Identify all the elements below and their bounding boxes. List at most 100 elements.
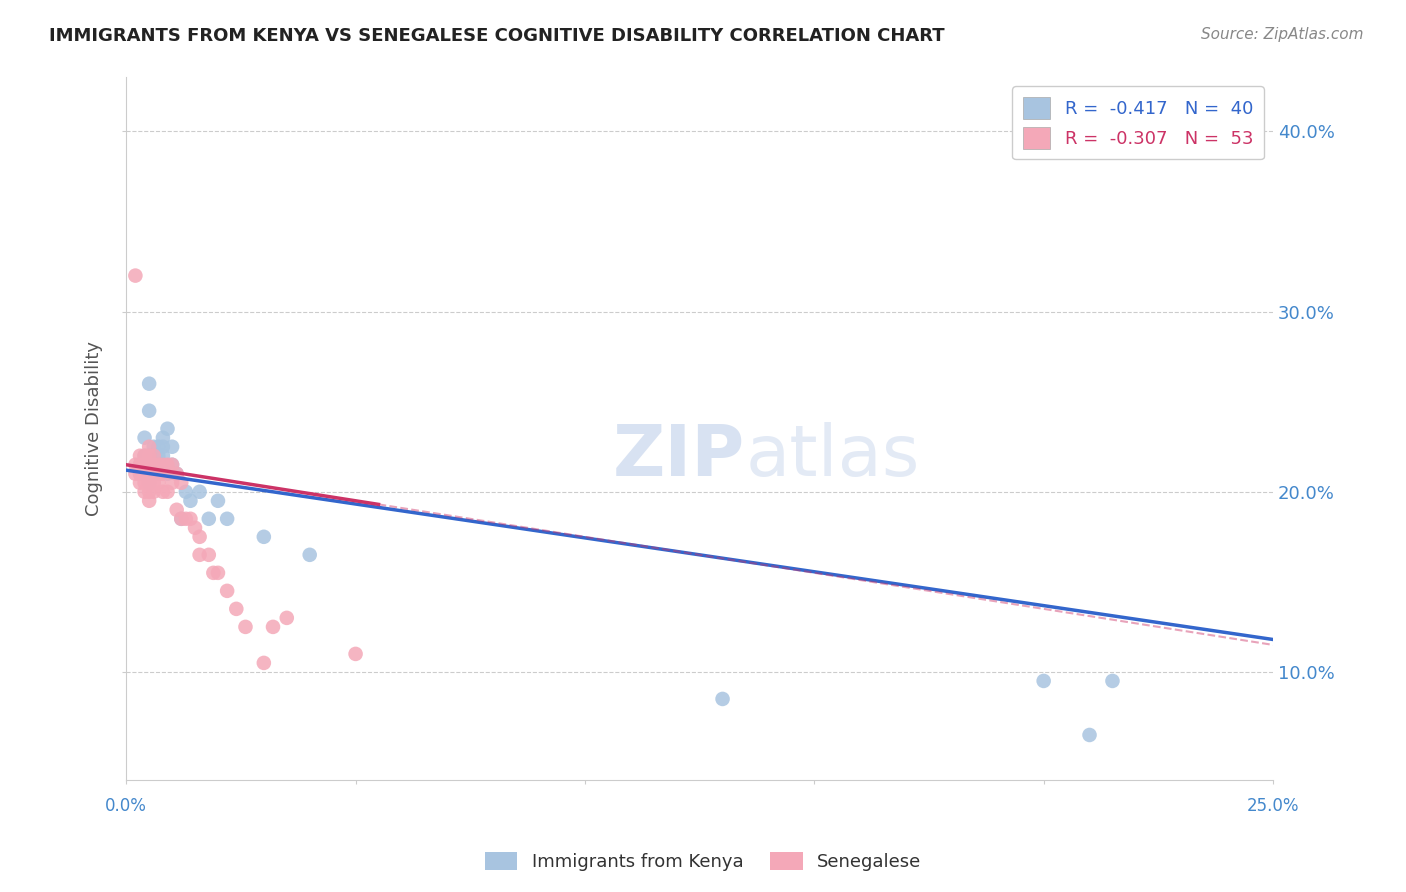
Point bbox=[142, 449, 165, 463]
Point bbox=[148, 475, 170, 490]
Point bbox=[217, 583, 239, 598]
Point bbox=[152, 467, 174, 481]
Point bbox=[170, 512, 193, 526]
Point bbox=[156, 467, 179, 481]
Point bbox=[156, 458, 179, 472]
Point bbox=[142, 467, 165, 481]
Point bbox=[217, 512, 239, 526]
Point bbox=[138, 449, 160, 463]
Point bbox=[134, 475, 156, 490]
Text: ZIP: ZIP bbox=[613, 422, 745, 491]
Point bbox=[262, 620, 284, 634]
Point bbox=[160, 458, 183, 472]
Point bbox=[124, 268, 146, 283]
Point bbox=[179, 512, 201, 526]
Point bbox=[152, 458, 174, 472]
Point bbox=[142, 449, 165, 463]
Point bbox=[197, 548, 219, 562]
Point bbox=[148, 467, 170, 481]
Point bbox=[298, 548, 321, 562]
Point bbox=[148, 467, 170, 481]
Point bbox=[129, 449, 152, 463]
Point bbox=[129, 467, 152, 481]
Point bbox=[138, 467, 160, 481]
Point bbox=[129, 458, 152, 472]
Point bbox=[160, 475, 183, 490]
Point bbox=[225, 602, 247, 616]
Point bbox=[184, 521, 207, 535]
Point bbox=[138, 449, 160, 463]
Text: 0.0%: 0.0% bbox=[105, 797, 148, 814]
Point bbox=[170, 475, 193, 490]
Point bbox=[142, 440, 165, 454]
Point bbox=[138, 440, 160, 454]
Point bbox=[138, 475, 160, 490]
Point bbox=[156, 422, 179, 436]
Point bbox=[138, 458, 160, 472]
Point bbox=[166, 467, 188, 481]
Text: atlas: atlas bbox=[745, 422, 920, 491]
Point bbox=[142, 475, 165, 490]
Point bbox=[142, 458, 165, 472]
Point bbox=[1078, 728, 1101, 742]
Point bbox=[160, 440, 183, 454]
Point bbox=[188, 484, 211, 499]
Point bbox=[1032, 673, 1054, 688]
Point bbox=[124, 467, 146, 481]
Point bbox=[253, 656, 276, 670]
Point bbox=[138, 458, 160, 472]
Point bbox=[138, 403, 160, 417]
Point bbox=[148, 458, 170, 472]
Point bbox=[129, 467, 152, 481]
Point bbox=[138, 475, 160, 490]
Point bbox=[142, 484, 165, 499]
Point bbox=[174, 512, 197, 526]
Point bbox=[207, 566, 229, 580]
Point bbox=[166, 467, 188, 481]
Legend: Immigrants from Kenya, Senegalese: Immigrants from Kenya, Senegalese bbox=[478, 845, 928, 879]
Point bbox=[124, 458, 146, 472]
Point bbox=[197, 512, 219, 526]
Point bbox=[1101, 673, 1123, 688]
Text: IMMIGRANTS FROM KENYA VS SENEGALESE COGNITIVE DISABILITY CORRELATION CHART: IMMIGRANTS FROM KENYA VS SENEGALESE COGN… bbox=[49, 27, 945, 45]
Text: 25.0%: 25.0% bbox=[1247, 797, 1299, 814]
Point bbox=[138, 376, 160, 391]
Point bbox=[156, 484, 179, 499]
Point bbox=[711, 692, 734, 706]
Point bbox=[134, 458, 156, 472]
Point bbox=[179, 493, 201, 508]
Point bbox=[134, 467, 156, 481]
Point bbox=[166, 503, 188, 517]
Point bbox=[152, 484, 174, 499]
Point bbox=[138, 484, 160, 499]
Point bbox=[160, 458, 183, 472]
Point bbox=[134, 449, 156, 463]
Point bbox=[148, 449, 170, 463]
Point bbox=[188, 548, 211, 562]
Point bbox=[134, 484, 156, 499]
Point bbox=[148, 458, 170, 472]
Text: Source: ZipAtlas.com: Source: ZipAtlas.com bbox=[1201, 27, 1364, 42]
Point bbox=[138, 493, 160, 508]
Point bbox=[207, 493, 229, 508]
Y-axis label: Cognitive Disability: Cognitive Disability bbox=[86, 342, 103, 516]
Point bbox=[134, 458, 156, 472]
Point bbox=[188, 530, 211, 544]
Point bbox=[235, 620, 257, 634]
Legend: R =  -0.417   N =  40, R =  -0.307   N =  53: R = -0.417 N = 40, R = -0.307 N = 53 bbox=[1012, 87, 1264, 160]
Point bbox=[142, 458, 165, 472]
Point bbox=[276, 611, 298, 625]
Point bbox=[253, 530, 276, 544]
Point bbox=[129, 475, 152, 490]
Point bbox=[174, 484, 197, 499]
Point bbox=[152, 449, 174, 463]
Point bbox=[170, 512, 193, 526]
Point bbox=[202, 566, 225, 580]
Point bbox=[152, 440, 174, 454]
Point bbox=[152, 431, 174, 445]
Point bbox=[148, 440, 170, 454]
Point bbox=[138, 467, 160, 481]
Point bbox=[134, 449, 156, 463]
Point bbox=[152, 458, 174, 472]
Point bbox=[344, 647, 367, 661]
